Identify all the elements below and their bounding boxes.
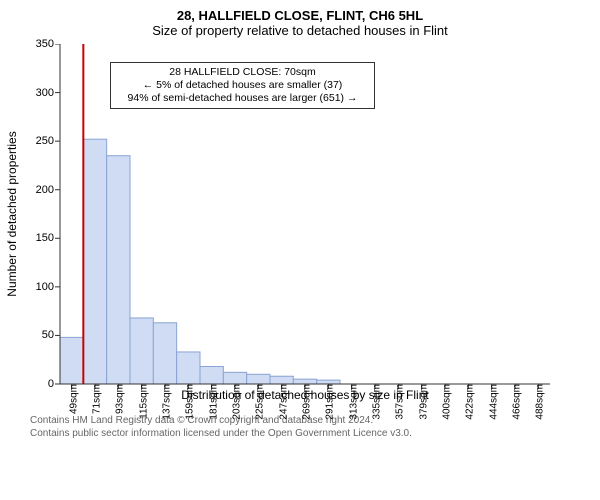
chart-title-line2: Size of property relative to detached ho… [0, 23, 600, 38]
x-tick-label: 335sqm [368, 384, 383, 420]
y-tick-label: 250 [36, 135, 60, 147]
x-tick-label: 357sqm [391, 384, 406, 420]
x-tick-label: 137sqm [158, 384, 173, 420]
histogram-bar [270, 376, 293, 384]
y-tick-label: 350 [36, 38, 60, 50]
y-tick-label: 100 [36, 281, 60, 293]
x-tick-label: 488sqm [531, 384, 546, 420]
histogram-bar [247, 374, 270, 384]
chart-title-block: 28, HALLFIELD CLOSE, FLINT, CH6 5HL Size… [0, 0, 600, 38]
x-tick-label: 269sqm [298, 384, 313, 420]
x-tick-label: 422sqm [461, 384, 476, 420]
x-tick-label: 291sqm [321, 384, 336, 420]
histogram-bar [223, 372, 246, 384]
annotation-line: 28 HALLFIELD CLOSE: 70sqm [117, 66, 368, 79]
annotation-line: ← 5% of detached houses are smaller (37) [117, 79, 368, 92]
annotation-line: 94% of semi-detached houses are larger (… [117, 92, 368, 105]
y-tick-label: 0 [48, 378, 60, 390]
histogram-bar [107, 156, 130, 384]
y-tick-label: 50 [42, 329, 60, 341]
x-tick-label: 400sqm [438, 384, 453, 420]
x-tick-label: 379sqm [414, 384, 429, 420]
x-tick-label: 49sqm [64, 384, 79, 414]
x-tick-label: 247sqm [274, 384, 289, 420]
histogram-bar [60, 337, 83, 384]
x-tick-label: 203sqm [228, 384, 243, 420]
histogram-bar [177, 352, 200, 384]
x-tick-label: 159sqm [181, 384, 196, 420]
y-axis-label: Number of detached properties [5, 131, 19, 296]
x-tick-label: 181sqm [204, 384, 219, 420]
footer-line: Contains public sector information licen… [30, 427, 600, 440]
x-tick-label: 225sqm [251, 384, 266, 420]
x-tick-label: 71sqm [88, 384, 103, 414]
chart-area: Number of detached properties 28 HALLFIE… [60, 44, 550, 384]
y-tick-label: 200 [36, 184, 60, 196]
x-tick-label: 313sqm [344, 384, 359, 420]
histogram-bar [200, 367, 223, 384]
y-tick-label: 150 [36, 232, 60, 244]
chart-title-line1: 28, HALLFIELD CLOSE, FLINT, CH6 5HL [0, 8, 600, 23]
x-tick-label: 444sqm [484, 384, 499, 420]
histogram-bar [153, 323, 176, 384]
histogram-bar [130, 318, 153, 384]
histogram-bar [83, 139, 106, 384]
y-tick-label: 300 [36, 87, 60, 99]
x-tick-label: 115sqm [134, 384, 149, 419]
x-tick-label: 466sqm [508, 384, 523, 420]
x-tick-label: 93sqm [111, 384, 126, 414]
reference-annotation: 28 HALLFIELD CLOSE: 70sqm← 5% of detache… [110, 62, 375, 109]
